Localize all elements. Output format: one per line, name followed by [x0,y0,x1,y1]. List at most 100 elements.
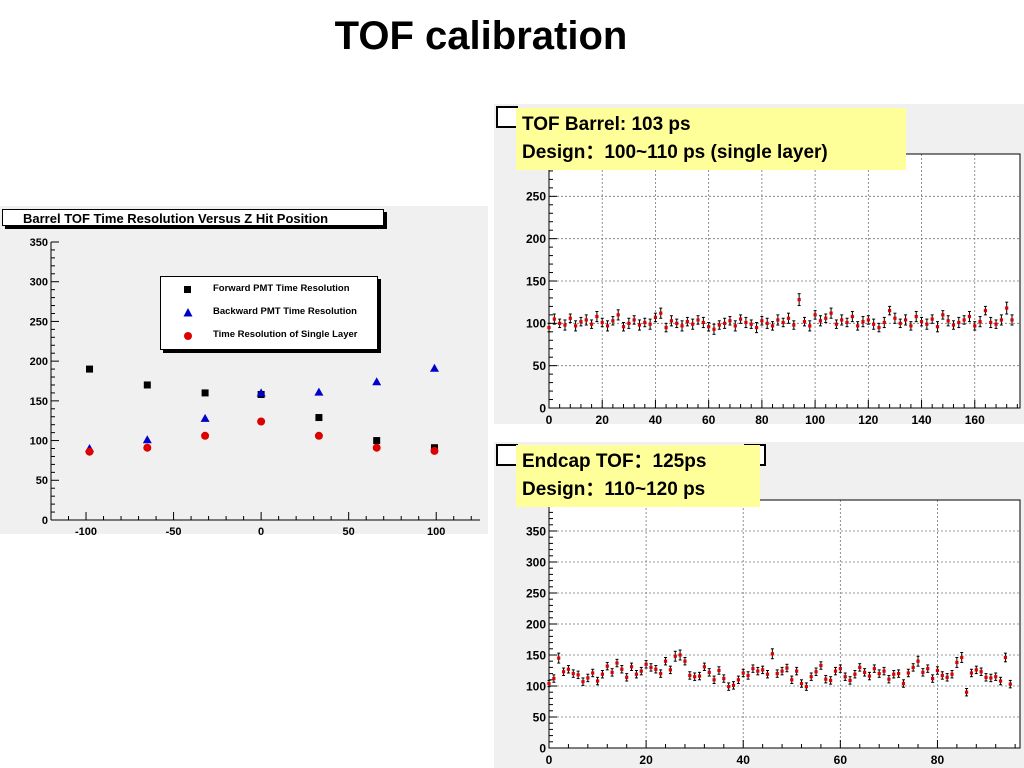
x-tick-label: 20 [639,753,653,767]
data-point [994,322,998,326]
data-point [669,319,674,323]
data-point [872,322,876,326]
data-point [691,322,695,326]
data-point [1003,655,1008,660]
data-point [969,671,974,675]
data-point [919,320,924,324]
data-point [867,674,872,678]
endcap-calibration-plot: 020406080050100150200250300350400 [526,493,1021,767]
data-point [627,321,631,325]
data-point [829,311,833,315]
data-point [813,313,817,317]
data-point [909,324,913,328]
data-point [861,320,865,324]
data-point [574,324,578,328]
data-point [659,311,663,315]
single-layer-point [314,431,323,440]
data-point [712,678,716,682]
data-point [611,319,615,323]
backward-pmt-point [142,435,152,444]
x-tick-label: 0 [546,753,553,767]
data-point [834,322,838,326]
data-point [558,321,562,325]
data-point [552,676,556,681]
data-point [589,322,594,326]
data-point [552,317,556,321]
data-point [840,318,844,322]
data-point [756,669,760,673]
data-point [643,320,647,325]
y-tick-label: 50 [533,359,547,373]
endcap-note-line2: Design：110~120 ps [522,479,706,500]
backward-pmt-point [256,388,266,397]
data-point [786,316,791,320]
backward-pmt-point [200,413,210,422]
single-layer-point [372,443,381,452]
y-tick-label: 0 [42,515,48,527]
backward-pmt-point [314,387,324,396]
data-point [845,320,849,325]
data-point [566,667,571,671]
x-tick-label: 80 [755,413,769,427]
data-point [951,323,956,327]
data-point [804,685,808,689]
data-point [974,668,978,672]
data-point [994,675,998,679]
data-point [693,675,697,679]
data-point [746,673,750,678]
legend: Forward PMT Time Resolution Backward PMT… [160,276,378,350]
y-tick-label: 100 [526,679,546,693]
data-point [707,325,711,329]
barrel-note-line2: Design：100~110 ps (single layer) [522,142,828,163]
data-point [814,670,818,674]
y-tick-label: 100 [30,436,48,448]
data-point [856,324,860,328]
x-tick-label: 60 [834,753,848,767]
data-point [625,675,629,679]
data-point [897,672,901,676]
data-point [576,673,580,677]
y-tick-label: 200 [30,356,48,368]
data-point [712,327,716,331]
slide-title: TOF calibration [334,14,628,58]
x-tick-label: 120 [858,413,878,427]
y-tick-label: 50 [533,710,547,724]
data-point [584,318,588,322]
data-point [649,665,653,669]
y-tick-label: 250 [526,586,546,600]
data-point [945,675,949,679]
data-point [941,313,945,317]
data-point [571,672,575,676]
data-point [634,672,639,676]
data-point [637,323,642,327]
y-tick-label: 200 [526,232,546,246]
data-point [639,669,643,673]
data-point [675,321,679,325]
data-point [775,672,779,676]
y-tick-label: 300 [526,555,546,569]
data-point [824,677,828,681]
data-point [781,320,785,325]
data-point [935,668,940,673]
x-tick-label: 100 [427,526,445,538]
data-point [979,670,983,674]
forward-pmt-point [315,414,323,422]
data-point [722,676,726,681]
data-point [632,318,636,322]
data-point [882,669,886,673]
data-point [738,317,743,321]
data-point [683,659,687,663]
data-point [697,674,702,678]
data-point [736,678,740,682]
chart-title: Barrel TOF Time Resolution Versus Z Hit … [2,209,384,226]
data-point [785,666,789,670]
data-point [754,325,759,330]
data-point [930,317,934,321]
forward-pmt-point [143,381,151,389]
x-tick-label: 60 [702,413,716,427]
data-point [581,680,585,684]
data-point [946,319,950,323]
barrel-z-resolution-plot: -100 -50 0 50 100 0 50 100 150 200 250 300 350 [30,237,480,538]
x-tick-label: 0 [546,413,553,427]
data-point [728,319,732,323]
